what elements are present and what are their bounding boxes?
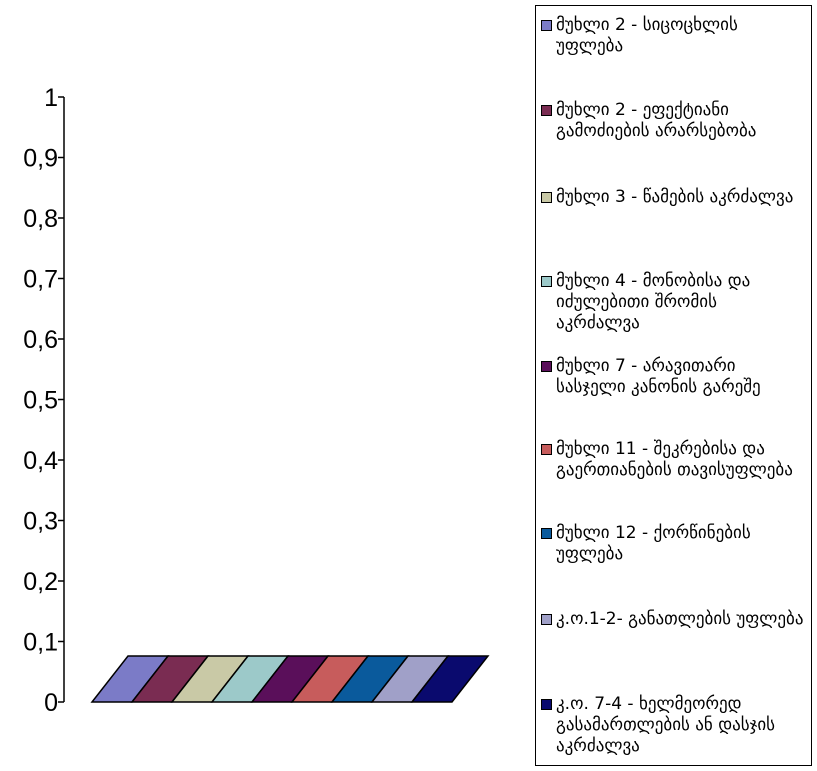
legend-label: მუხლი 7 - არავითარი სასჯელი კანონის გარე… — [556, 356, 761, 397]
legend-label: კ.ო.1-2- განათლების უფლება — [556, 609, 804, 629]
y-tick-label: 0,1 — [23, 629, 58, 657]
legend-item: კ.ო.1-2- განათლების უფლება — [541, 609, 809, 630]
y-tick-label: 0,5 — [23, 387, 58, 415]
legend-label: მუხლი 12 - ქორწინების უფლება — [556, 523, 751, 564]
legend-label: მუხლი 4 - მონობისა და იძულებითი შრომის ა… — [556, 271, 751, 333]
y-tick-label: 0,6 — [23, 326, 58, 354]
legend-item: კ.ო. 7-4 - ხელმეორედ გასამართლების ან და… — [541, 694, 809, 757]
y-tick-label: 0,2 — [23, 568, 58, 596]
legend-swatch — [541, 361, 552, 372]
legend-label: მუხლი 3 - წამების აკრძალვა — [556, 187, 794, 207]
y-tick-label: 0,3 — [23, 508, 58, 536]
y-tick-label: 0,7 — [23, 266, 58, 294]
series-floor — [90, 655, 490, 703]
y-tick-label: 1 — [44, 84, 58, 112]
legend-item: მუხლი 11 - შეკრებისა და გაერთიანების თავ… — [541, 439, 809, 481]
legend-item: მუხლი 12 - ქორწინების უფლება — [541, 523, 809, 565]
legend-swatch — [541, 192, 552, 203]
series-slab — [410, 655, 490, 703]
legend-item: მუხლი 4 - მონობისა და იძულებითი შრომის ა… — [541, 271, 809, 334]
legend-swatch — [541, 20, 552, 31]
legend-swatch — [541, 105, 552, 116]
legend-swatch — [541, 614, 552, 625]
legend-swatch — [541, 528, 552, 539]
y-axis: 0 0,1 0,2 0,3 0,4 0,5 0,6 0,7 0,8 0,9 1 — [23, 84, 65, 717]
chart-legend: მუხლი 2 - სიცოცხლის უფლება მუხლი 2 - ეფექ… — [535, 5, 812, 766]
legend-label: მუხლი 2 - სიცოცხლის უფლება — [556, 15, 738, 56]
legend-item: მუხლი 3 - წამების აკრძალვა — [541, 187, 809, 208]
legend-item: მუხლი 2 - ეფექტიანი გამოძიების არარსებობ… — [541, 100, 809, 142]
legend-swatch — [541, 699, 552, 710]
y-tick-label: 0,9 — [23, 145, 58, 173]
legend-label: მუხლი 2 - ეფექტიანი გამოძიების არარსებობ… — [556, 100, 757, 141]
legend-swatch — [541, 276, 552, 287]
y-tick-label: 0,4 — [23, 447, 58, 475]
y-tick-label: 0,8 — [23, 205, 58, 233]
y-tick-label: 0 — [44, 689, 58, 717]
legend-swatch — [541, 444, 552, 455]
legend-label: მუხლი 11 - შეკრებისა და გაერთიანების თავ… — [556, 439, 793, 480]
legend-label: კ.ო. 7-4 - ხელმეორედ გასამართლების ან და… — [556, 694, 776, 756]
legend-item: მუხლი 7 - არავითარი სასჯელი კანონის გარე… — [541, 356, 809, 398]
legend-item: მუხლი 2 - სიცოცხლის უფლება — [541, 15, 809, 57]
